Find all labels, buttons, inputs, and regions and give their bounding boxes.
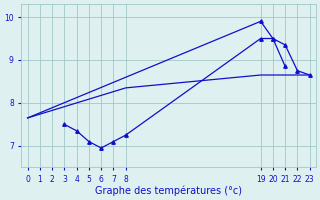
X-axis label: Graphe des températures (°c): Graphe des températures (°c) bbox=[95, 185, 242, 196]
